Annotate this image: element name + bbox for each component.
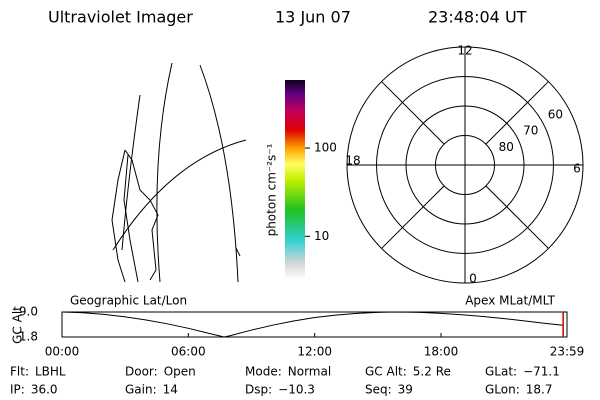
- polar-diagonal: [485, 81, 549, 145]
- y-label: GC Alt: [11, 306, 25, 344]
- left-label: Geographic Lat/Lon: [70, 294, 187, 308]
- x-tick-label: 23:59: [550, 345, 585, 359]
- field-label: IP:: [10, 383, 25, 397]
- field-label: Flt:: [10, 365, 29, 379]
- field-value: Open: [164, 365, 196, 379]
- field-label: GC Alt:: [365, 365, 407, 379]
- mlt-label: 6: [573, 162, 581, 176]
- colorbar-tick-label: 100: [314, 141, 337, 155]
- field-value: −10.3: [278, 383, 315, 397]
- time: 23:48:04 UT: [428, 8, 527, 27]
- mlt-label: 12: [457, 44, 472, 58]
- polar-diagonal: [381, 81, 445, 145]
- field-value: −71.1: [523, 365, 560, 379]
- mlt-label: 18: [345, 154, 360, 168]
- field-value: LBHL: [35, 365, 66, 379]
- colorbar-tick-label: 10: [314, 229, 329, 243]
- x-tick-label: 00:00: [45, 345, 80, 359]
- field-label: Seq:: [365, 383, 392, 397]
- field-value: Normal: [288, 365, 331, 379]
- field-value: 14: [163, 383, 178, 397]
- lat-label: 70: [523, 124, 538, 138]
- polar-diagonal: [381, 185, 445, 249]
- field-value: 18.7: [526, 383, 553, 397]
- mlt-label: 0: [469, 272, 477, 286]
- altitude-line: [61, 311, 564, 338]
- y-tick-label: 9.0: [19, 305, 38, 319]
- x-tick-label: 18:00: [424, 345, 459, 359]
- y-tick-label: 1.8: [19, 330, 38, 344]
- right-label: Apex MLat/MLT: [465, 294, 555, 308]
- field-label: Mode:: [245, 365, 282, 379]
- field-label: Dsp:: [245, 383, 272, 397]
- colorbar-label: photon cm⁻²s⁻¹: [265, 143, 279, 236]
- field-label: GLat:: [485, 365, 517, 379]
- lat-label: 80: [499, 140, 514, 154]
- x-tick-label: 12:00: [297, 345, 332, 359]
- date: 13 Jun 07: [275, 8, 351, 27]
- polar-diagonal: [485, 185, 549, 249]
- field-label: GLon:: [485, 383, 520, 397]
- lat-label: 60: [548, 107, 563, 121]
- field-label: Gain:: [125, 383, 157, 397]
- field-value: 5.2 Re: [413, 365, 451, 379]
- field-label: Door:: [125, 365, 158, 379]
- colorbar: [285, 80, 305, 280]
- field-value: 36.0: [31, 383, 58, 397]
- title: Ultraviolet Imager: [48, 8, 193, 27]
- field-value: 39: [398, 383, 413, 397]
- x-tick-label: 06:00: [171, 345, 206, 359]
- map: [111, 62, 247, 283]
